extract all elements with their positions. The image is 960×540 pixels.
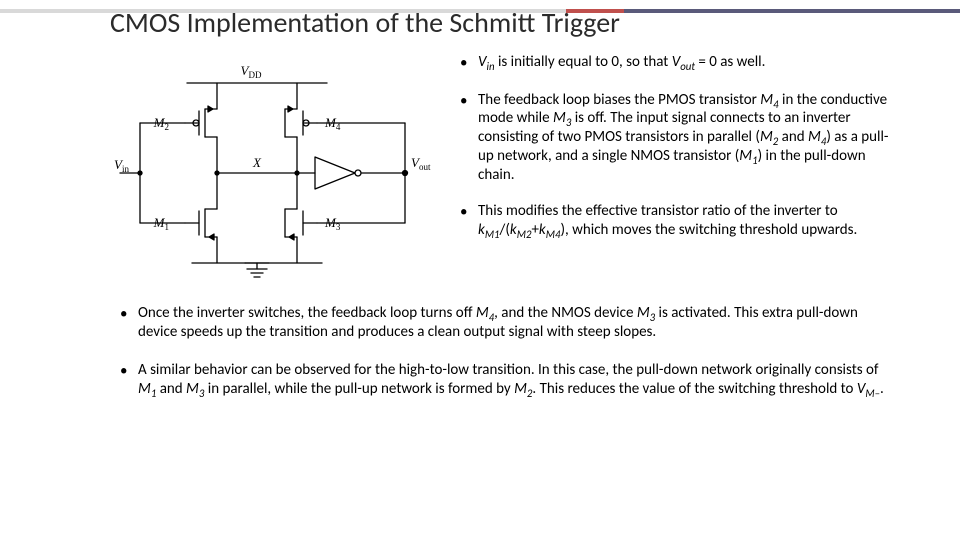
- bullet-dot: •: [460, 202, 478, 240]
- bullet-text: The feedback loop biases the PMOS transi…: [478, 91, 900, 185]
- circuit-diagram: VDD X Vin Vout M2 M1 M4 M3: [110, 53, 440, 293]
- svg-text:M4: M4: [324, 115, 341, 132]
- svg-text:M1: M1: [153, 215, 169, 232]
- bullet-item: •The feedback loop biases the PMOS trans…: [460, 91, 900, 185]
- top-accent-rule: [0, 9, 960, 13]
- lower-bullet-list: •Once the inverter switches, the feedbac…: [0, 298, 960, 399]
- bullet-dot: •: [460, 53, 478, 73]
- svg-text:X: X: [252, 155, 262, 170]
- content-row: VDDXVinVoutM2M1M4M3 •Vin is initially eq…: [0, 43, 960, 298]
- slide: CMOS Implementation of the Schmitt Trigg…: [0, 0, 960, 540]
- circuit-diagram-container: VDD X Vin Vout M2 M1 M4 M3: [110, 53, 450, 298]
- svg-text:M3: M3: [324, 215, 341, 232]
- bullet-item: •This modifies the effective transistor …: [460, 202, 900, 240]
- svg-text:Vin: Vin: [114, 157, 129, 174]
- bullet-text: Vin is initially equal to 0, so that Vou…: [478, 53, 900, 73]
- bullet-dot: •: [120, 304, 138, 342]
- right-bullet-list: •Vin is initially equal to 0, so that Vo…: [450, 53, 900, 298]
- bullet-item: •Vin is initially equal to 0, so that Vo…: [460, 53, 900, 73]
- svg-text:Vout: Vout: [411, 155, 431, 172]
- bullet-dot: •: [120, 361, 138, 399]
- svg-text:M2: M2: [153, 115, 169, 132]
- bullet-text: This modifies the effective transistor r…: [478, 202, 900, 240]
- svg-text:VDD: VDD: [241, 63, 262, 80]
- slide-title: CMOS Implementation of the Schmitt Trigg…: [0, 8, 960, 43]
- bullet-dot: •: [460, 91, 478, 185]
- bullet-text: Once the inverter switches, the feedback…: [138, 304, 890, 342]
- bullet-item: •Once the inverter switches, the feedbac…: [120, 304, 890, 342]
- bullet-item: •A similar behavior can be observed for …: [120, 361, 890, 399]
- bullet-text: A similar behavior can be observed for t…: [138, 361, 890, 399]
